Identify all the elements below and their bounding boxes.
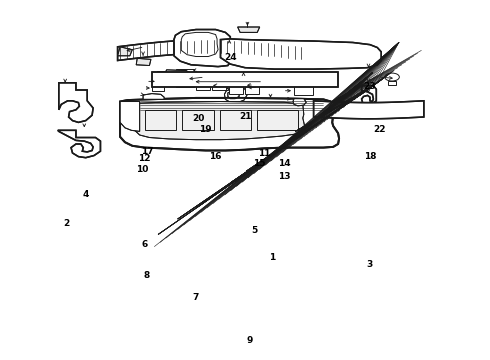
Polygon shape (388, 81, 396, 85)
Bar (220, 110, 251, 130)
Text: 5: 5 (252, 226, 258, 235)
Polygon shape (135, 102, 305, 140)
Polygon shape (58, 130, 100, 158)
Text: 14: 14 (278, 159, 291, 168)
Text: 23: 23 (364, 82, 376, 91)
Polygon shape (136, 58, 151, 66)
Polygon shape (238, 27, 260, 32)
Text: 11: 11 (258, 149, 271, 158)
Polygon shape (174, 30, 230, 67)
Text: 4: 4 (82, 190, 89, 199)
Polygon shape (293, 99, 306, 106)
Polygon shape (220, 39, 381, 69)
Text: 9: 9 (246, 336, 253, 345)
Polygon shape (120, 102, 140, 131)
Text: 10: 10 (136, 165, 148, 174)
Text: 17: 17 (141, 147, 153, 156)
Ellipse shape (385, 73, 399, 81)
Polygon shape (152, 72, 338, 87)
Text: 7: 7 (193, 292, 199, 302)
Bar (196, 76, 210, 90)
Text: 3: 3 (367, 260, 373, 269)
Text: 12: 12 (138, 154, 151, 163)
Text: 2: 2 (63, 219, 69, 228)
Bar (152, 85, 164, 91)
Polygon shape (59, 83, 93, 122)
Polygon shape (166, 70, 191, 80)
Polygon shape (362, 86, 376, 104)
Bar (157, 71, 172, 85)
Text: 1: 1 (269, 253, 275, 262)
Text: 20: 20 (192, 114, 205, 123)
Polygon shape (118, 40, 304, 60)
Bar (182, 110, 214, 130)
Text: 13: 13 (278, 172, 291, 181)
Bar (176, 69, 194, 87)
Text: 22: 22 (373, 125, 386, 134)
Polygon shape (143, 94, 164, 99)
Text: 24: 24 (224, 53, 237, 62)
Polygon shape (223, 86, 247, 103)
Text: 16: 16 (209, 152, 222, 161)
Bar (257, 110, 298, 130)
Bar (294, 78, 313, 95)
Bar (245, 78, 259, 94)
Bar (145, 110, 176, 130)
Polygon shape (314, 101, 424, 119)
Text: 18: 18 (364, 152, 376, 161)
Text: 15: 15 (253, 159, 266, 168)
Bar (229, 78, 243, 94)
Text: 19: 19 (199, 125, 212, 134)
Text: 21: 21 (239, 112, 251, 121)
Polygon shape (120, 98, 339, 150)
Polygon shape (118, 47, 132, 56)
Bar (212, 76, 226, 90)
Text: 8: 8 (144, 271, 150, 280)
Polygon shape (170, 77, 189, 86)
Text: 6: 6 (142, 240, 147, 249)
